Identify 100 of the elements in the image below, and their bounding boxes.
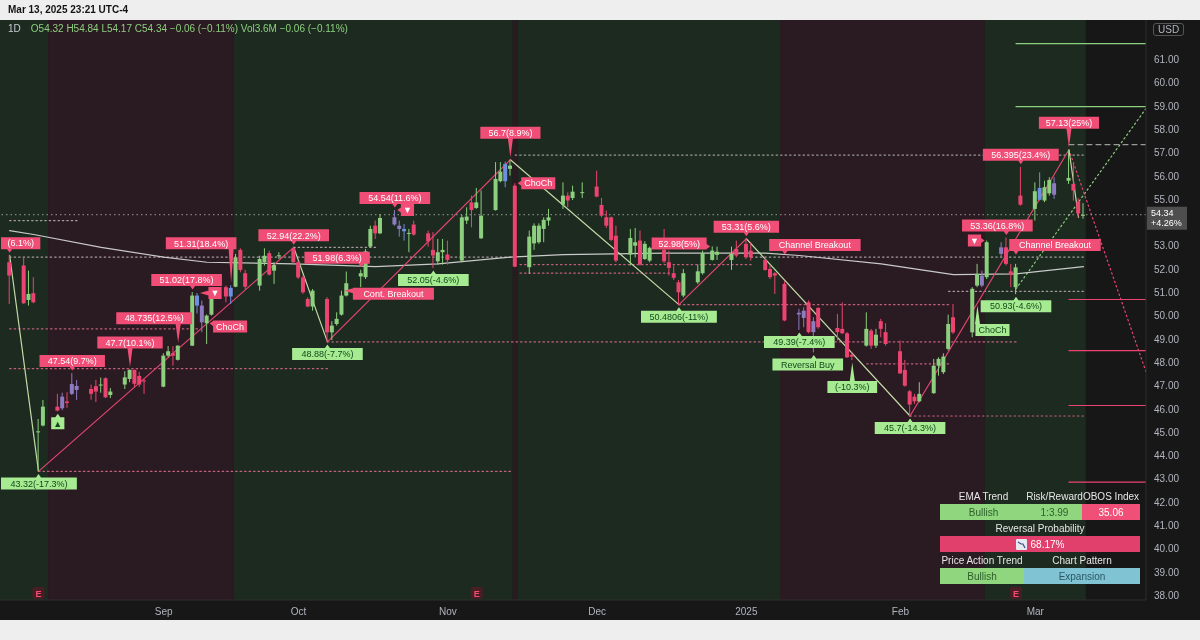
candlestick bbox=[469, 195, 474, 228]
annotation: 45.7(-14.3%) bbox=[884, 423, 937, 434]
candlestick bbox=[638, 230, 642, 267]
candlestick bbox=[166, 345, 171, 358]
annotation: ▼ bbox=[210, 288, 220, 299]
x-tick-label: Dec bbox=[588, 606, 606, 618]
annotation: Channel Breakout bbox=[778, 240, 852, 251]
annotation: Risk/Reward bbox=[1026, 490, 1083, 502]
candlestick bbox=[339, 290, 344, 317]
header-bar: Mar 13, 2025 23:21 UTC-4 bbox=[0, 0, 1200, 20]
annotation: Reversal Buy bbox=[780, 359, 836, 370]
candlestick bbox=[878, 318, 883, 338]
candlestick bbox=[941, 352, 946, 375]
y-tick-label: 44.00 bbox=[1154, 450, 1180, 462]
candlestick bbox=[594, 170, 599, 198]
candlestick bbox=[267, 250, 272, 277]
candlestick bbox=[1032, 181, 1037, 222]
annotation: E bbox=[1012, 588, 1019, 599]
y-tick-label: 56.00 bbox=[1154, 170, 1180, 182]
candlestick bbox=[999, 241, 1004, 258]
candlestick bbox=[729, 246, 734, 271]
annotation: 50.4806(-11%) bbox=[649, 311, 709, 322]
candlestick bbox=[228, 284, 233, 305]
annotation: 43.32(-17.3%) bbox=[10, 478, 68, 489]
candlestick bbox=[917, 381, 922, 403]
candlestick bbox=[1037, 171, 1042, 202]
candlestick bbox=[907, 389, 912, 417]
candlestick bbox=[1003, 237, 1008, 267]
annotation: Chart Pattern bbox=[1052, 554, 1112, 566]
candlestick bbox=[243, 269, 248, 290]
candlestick bbox=[170, 345, 175, 367]
candlestick bbox=[508, 159, 512, 177]
y-tick-label: 58.00 bbox=[1154, 124, 1180, 136]
annotation: ▼ bbox=[402, 205, 412, 216]
candlestick bbox=[599, 197, 604, 218]
y-tick-label: 40.00 bbox=[1154, 543, 1180, 555]
y-tick-label: 55.00 bbox=[1154, 193, 1180, 205]
candlestick bbox=[373, 220, 378, 240]
y-tick-label: 53.00 bbox=[1154, 240, 1180, 252]
candlestick bbox=[238, 247, 243, 273]
candlestick bbox=[276, 251, 281, 260]
annotation: 49.39(-7.4%) bbox=[773, 337, 826, 348]
annotation: 35.06 bbox=[1098, 506, 1124, 518]
candlestick bbox=[560, 181, 565, 210]
candlestick bbox=[300, 275, 305, 295]
annotation: 47.54(9.7%) bbox=[47, 356, 97, 367]
chart-subtitle: O54.32 H54.84 L54.17 C54.34 −0.06 (−0.11%) Vol3.6M −0.06 (−0.11%) bbox=[30, 23, 348, 34]
candlestick bbox=[89, 384, 94, 401]
annotation: 51.02(17.8%) bbox=[159, 275, 214, 286]
candlestick bbox=[406, 228, 411, 253]
candlestick bbox=[873, 328, 878, 349]
y-tick-label: 47.00 bbox=[1154, 380, 1180, 392]
annotation: Price Action Trend bbox=[941, 554, 1023, 566]
annotation: 56.395(23.4%) bbox=[991, 150, 1051, 161]
x-tick-label: Mar bbox=[1026, 606, 1045, 618]
candlestick bbox=[1071, 163, 1076, 202]
annotation: Bullish bbox=[968, 506, 999, 518]
candlestick bbox=[377, 213, 382, 235]
y-tick-label: 39.00 bbox=[1154, 566, 1180, 578]
candlestick bbox=[479, 190, 484, 240]
annotation: 47.7(10.1%) bbox=[105, 337, 155, 348]
annotation: 48.735(12.5%) bbox=[124, 313, 184, 324]
candlestick bbox=[435, 238, 440, 266]
annotation: Reversal Probability bbox=[995, 522, 1085, 534]
candlestick bbox=[103, 376, 108, 399]
y-tick-label: 41.00 bbox=[1154, 520, 1180, 532]
annotation: (6.1%) bbox=[7, 238, 34, 249]
x-tick-label: Sep bbox=[154, 606, 174, 618]
annotation: Bullish bbox=[967, 570, 997, 582]
y-tick-label: 46.00 bbox=[1154, 403, 1180, 415]
candlestick bbox=[1042, 180, 1047, 203]
annotation: Expansion bbox=[1058, 570, 1106, 582]
x-tick-label: Oct bbox=[290, 606, 307, 618]
candlestick bbox=[93, 379, 98, 403]
candlestick bbox=[31, 276, 36, 304]
annotation: Channel Breakout bbox=[1018, 240, 1092, 251]
y-tick-label: 43.00 bbox=[1154, 473, 1180, 485]
annotation: E bbox=[35, 588, 42, 599]
candlestick bbox=[1066, 149, 1071, 185]
candlestick bbox=[426, 230, 431, 248]
annotation: ▲ bbox=[53, 418, 63, 429]
candlestick bbox=[628, 228, 633, 267]
candlestick bbox=[772, 271, 777, 295]
chart-title: 1D bbox=[8, 23, 21, 34]
annotation: EMA Trend bbox=[958, 490, 1009, 502]
candlestick bbox=[445, 240, 450, 266]
annotation: 51.98(6.3%) bbox=[312, 252, 362, 263]
candlestick bbox=[430, 231, 435, 269]
candlestick bbox=[950, 303, 955, 335]
annotation: 56.7(8.9%) bbox=[488, 127, 533, 138]
candlestick bbox=[975, 263, 980, 288]
candlestick bbox=[503, 161, 508, 188]
candlestick bbox=[474, 187, 479, 210]
candlestick bbox=[1076, 197, 1081, 218]
candlestick bbox=[1052, 176, 1057, 200]
candlestick bbox=[40, 399, 45, 427]
annotation: 68.17% bbox=[1030, 538, 1065, 550]
annotation: 1:3.99 bbox=[1040, 506, 1069, 518]
y-tick-label: 51.00 bbox=[1154, 287, 1180, 299]
annotation: 57.13(25%) bbox=[1045, 117, 1093, 128]
